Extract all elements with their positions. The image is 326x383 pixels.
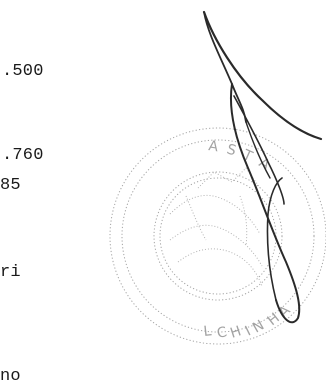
svg-text:S: S (225, 141, 238, 159)
svg-text:L: L (203, 323, 213, 340)
typed-text-line: .500 (2, 62, 44, 81)
svg-text:H: H (228, 323, 243, 341)
svg-text:T: T (239, 147, 255, 166)
typed-text-line: .760 (2, 146, 44, 165)
svg-text:A: A (256, 155, 273, 174)
svg-text:A: A (276, 302, 294, 320)
svg-text:N: N (250, 317, 267, 336)
typed-text-line: 85 (0, 176, 21, 195)
svg-text:C: C (216, 324, 229, 342)
svg-text:I: I (243, 323, 254, 339)
typed-text-line: ri (0, 263, 21, 282)
typed-text-line: no (0, 367, 21, 383)
svg-text:H: H (265, 310, 283, 329)
svg-text:A: A (207, 138, 219, 155)
